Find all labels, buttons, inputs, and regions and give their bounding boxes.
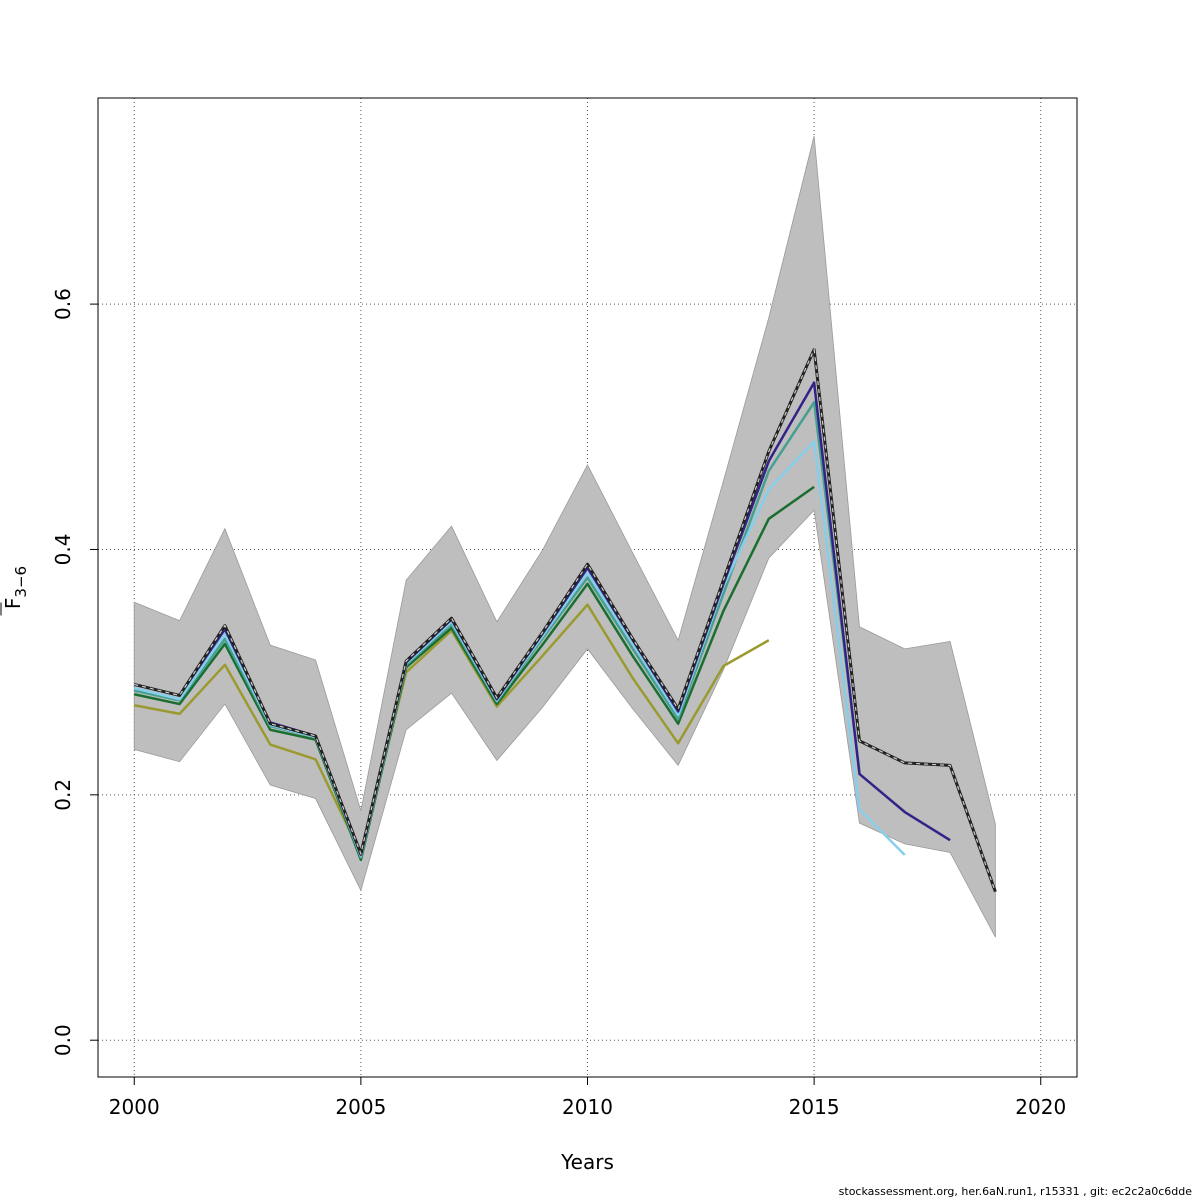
x-axis: 2000 2005 2010 2015 2020 <box>109 1077 1066 1119</box>
x-tick-label: 2020 <box>1015 1095 1066 1119</box>
series-line-1 <box>133 485 815 862</box>
y-axis: 0.0 0.2 0.4 0.6 <box>51 288 98 1056</box>
x-tick-label: 2000 <box>109 1095 160 1119</box>
y-tick-label: 0.2 <box>51 779 75 811</box>
y-tick-label: 0.4 <box>51 534 75 566</box>
y-axis-title-subscript: 3−6 <box>12 566 30 598</box>
x-tick-label: 2015 <box>789 1095 840 1119</box>
footer-credit: stockassessment.org, her.6aN.run1, r1533… <box>838 1185 1192 1198</box>
series-line-0 <box>134 603 770 855</box>
series-line-5-dash <box>134 347 996 892</box>
y-axis-title: F3−6 <box>1 566 30 609</box>
y-tick-label: 0.6 <box>51 288 75 320</box>
confidence-band-area <box>133 135 996 938</box>
x-tick-label: 2010 <box>562 1095 613 1119</box>
y-tick-label: 0.0 <box>51 1024 75 1056</box>
y-axis-title-main: F <box>1 598 25 610</box>
x-axis-title: Years <box>560 1150 614 1174</box>
x-tick-label: 2005 <box>335 1095 386 1119</box>
confidence-band <box>133 135 996 938</box>
series-lines <box>133 347 997 893</box>
